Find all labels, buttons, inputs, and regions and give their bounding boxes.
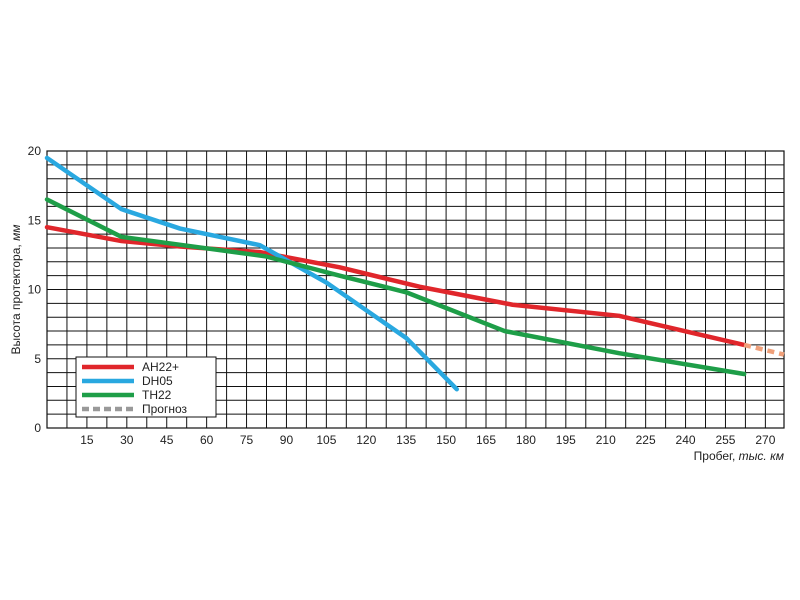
x-tick-label: 270: [755, 433, 775, 447]
x-tick-label: 165: [476, 433, 496, 447]
series-lines: [44, 155, 785, 392]
x-tick-label: 120: [356, 433, 376, 447]
x-tick-label: 30: [120, 433, 134, 447]
y-tick-label: 20: [28, 144, 42, 158]
x-tick-label: 210: [596, 433, 616, 447]
y-tick-label: 0: [34, 421, 41, 435]
grid: [47, 150, 784, 428]
x-tick-label: 15: [80, 433, 94, 447]
x-tick-labels: 15 30 45 60 75 90 105 120 135 150 165 180 195 210 225 2…: [80, 433, 775, 447]
series-line-th22: [44, 197, 747, 377]
x-tick-label: 180: [516, 433, 536, 447]
series-line-dh05: [44, 155, 459, 392]
x-tick-label: 135: [396, 433, 416, 447]
x-tick-label: 105: [316, 433, 336, 447]
x-tick-label: 60: [200, 433, 214, 447]
y-tick-label: 10: [28, 283, 42, 297]
x-tick-label: 45: [160, 433, 174, 447]
x-tick-label: 195: [556, 433, 576, 447]
y-axis-label: Высота протектора, мм: [9, 224, 23, 354]
x-tick-label: 90: [280, 433, 294, 447]
forecast-line: [743, 342, 785, 357]
y-tick-label: 15: [28, 213, 42, 227]
legend-label: AH22+: [142, 360, 179, 374]
series-line-ah22-: [44, 224, 747, 348]
legend-label: Прогноз: [142, 402, 188, 416]
legend-label: TH22: [142, 388, 172, 402]
x-tick-label: 225: [636, 433, 656, 447]
y-tick-label: 5: [34, 352, 41, 366]
x-tick-label: 150: [436, 433, 456, 447]
y-tick-labels: 0 5 10 15 20: [28, 144, 42, 435]
x-tick-label: 240: [676, 433, 696, 447]
x-tick-label: 75: [240, 433, 254, 447]
legend-label: DH05: [142, 374, 173, 388]
plot-frame: [46, 150, 785, 429]
x-axis-label: Пробег, тыс. км: [694, 449, 784, 463]
x-tick-label: 255: [715, 433, 735, 447]
